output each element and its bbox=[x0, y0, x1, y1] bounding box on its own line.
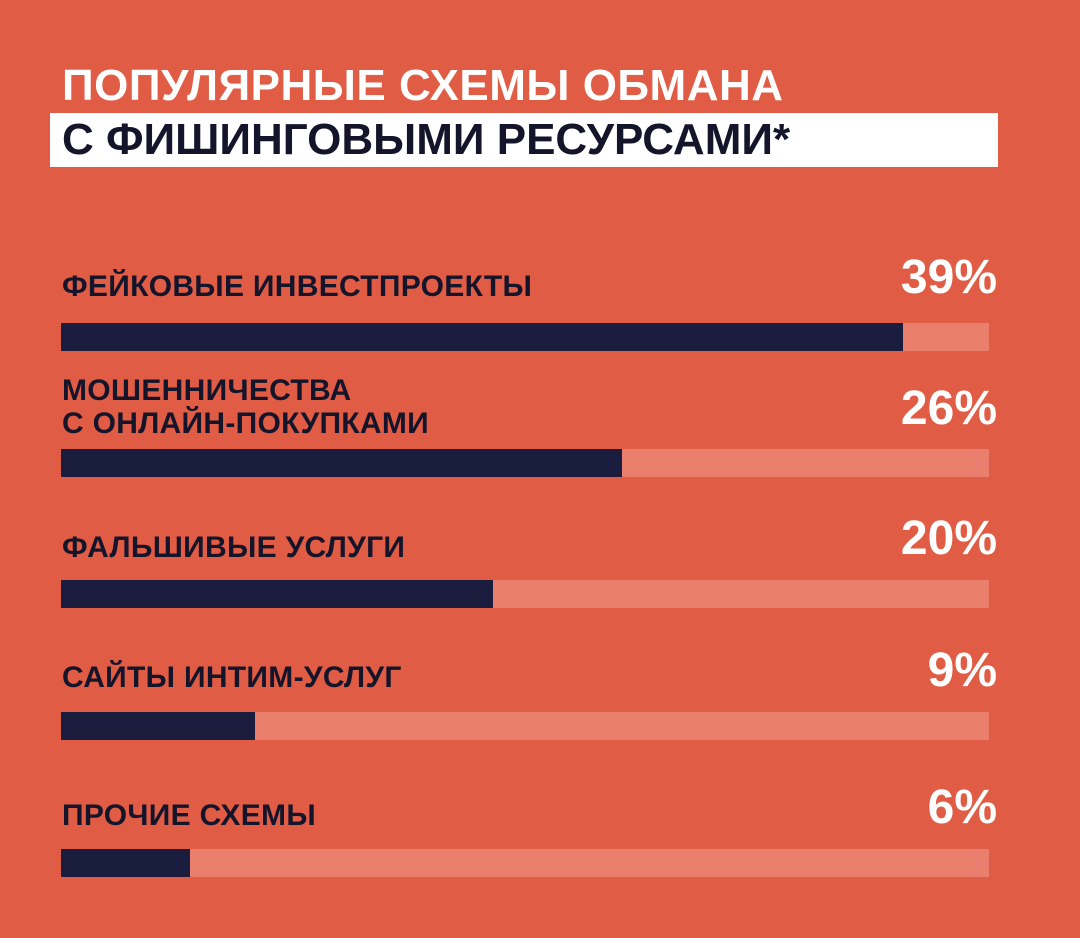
bar-value-label: 20% bbox=[900, 512, 997, 565]
bar-value-label: 39% bbox=[900, 251, 997, 304]
bar-track bbox=[61, 712, 989, 740]
title-line-1: ПОПУЛЯРНЫЕ СХЕМЫ ОБМАНА bbox=[62, 61, 784, 110]
bar-label-line: ФЕЙКОВЫЕ ИНВЕСТПРОЕКТЫ bbox=[62, 270, 533, 303]
bar-label-line: ПРОЧИЕ СХЕМЫ bbox=[62, 799, 317, 832]
bar-label-line: МОШЕННИЧЕСТВА bbox=[62, 374, 352, 407]
bar-value-label: 26% bbox=[900, 382, 997, 435]
bar-track bbox=[61, 323, 989, 351]
bar-label-line: ФАЛЬШИВЫЕ УСЛУГИ bbox=[62, 531, 406, 564]
bar-track bbox=[61, 580, 989, 608]
bar-track bbox=[61, 449, 989, 477]
bar-fill bbox=[61, 449, 622, 477]
bar-fill bbox=[61, 712, 255, 740]
bar-fill bbox=[61, 580, 493, 608]
bar-label: ФЕЙКОВЫЕ ИНВЕСТПРОЕКТЫ bbox=[62, 270, 532, 303]
bar-fill bbox=[61, 323, 903, 351]
bar-value-label: 6% bbox=[927, 781, 997, 834]
bar-value-label: 9% bbox=[927, 644, 997, 697]
bar-label-line: САЙТЫ ИНТИМ-УСЛУГ bbox=[62, 661, 402, 694]
bar-label: ПРОЧИЕ СХЕМЫ bbox=[62, 799, 316, 832]
bar-label: САЙТЫ ИНТИМ-УСЛУГ bbox=[62, 661, 402, 694]
bar-label-line: С ОНЛАЙН-ПОКУПКАМИ bbox=[62, 407, 430, 440]
bar-label: ФАЛЬШИВЫЕ УСЛУГИ bbox=[62, 531, 405, 564]
bar-label: МОШЕННИЧЕСТВА С ОНЛАЙН-ПОКУПКАМИ bbox=[62, 374, 429, 440]
bar-fill bbox=[61, 849, 190, 877]
title-line-2-highlight: С ФИШИНГОВЫМИ РЕСУРСАМИ* bbox=[50, 113, 998, 167]
bar-track bbox=[61, 849, 989, 877]
